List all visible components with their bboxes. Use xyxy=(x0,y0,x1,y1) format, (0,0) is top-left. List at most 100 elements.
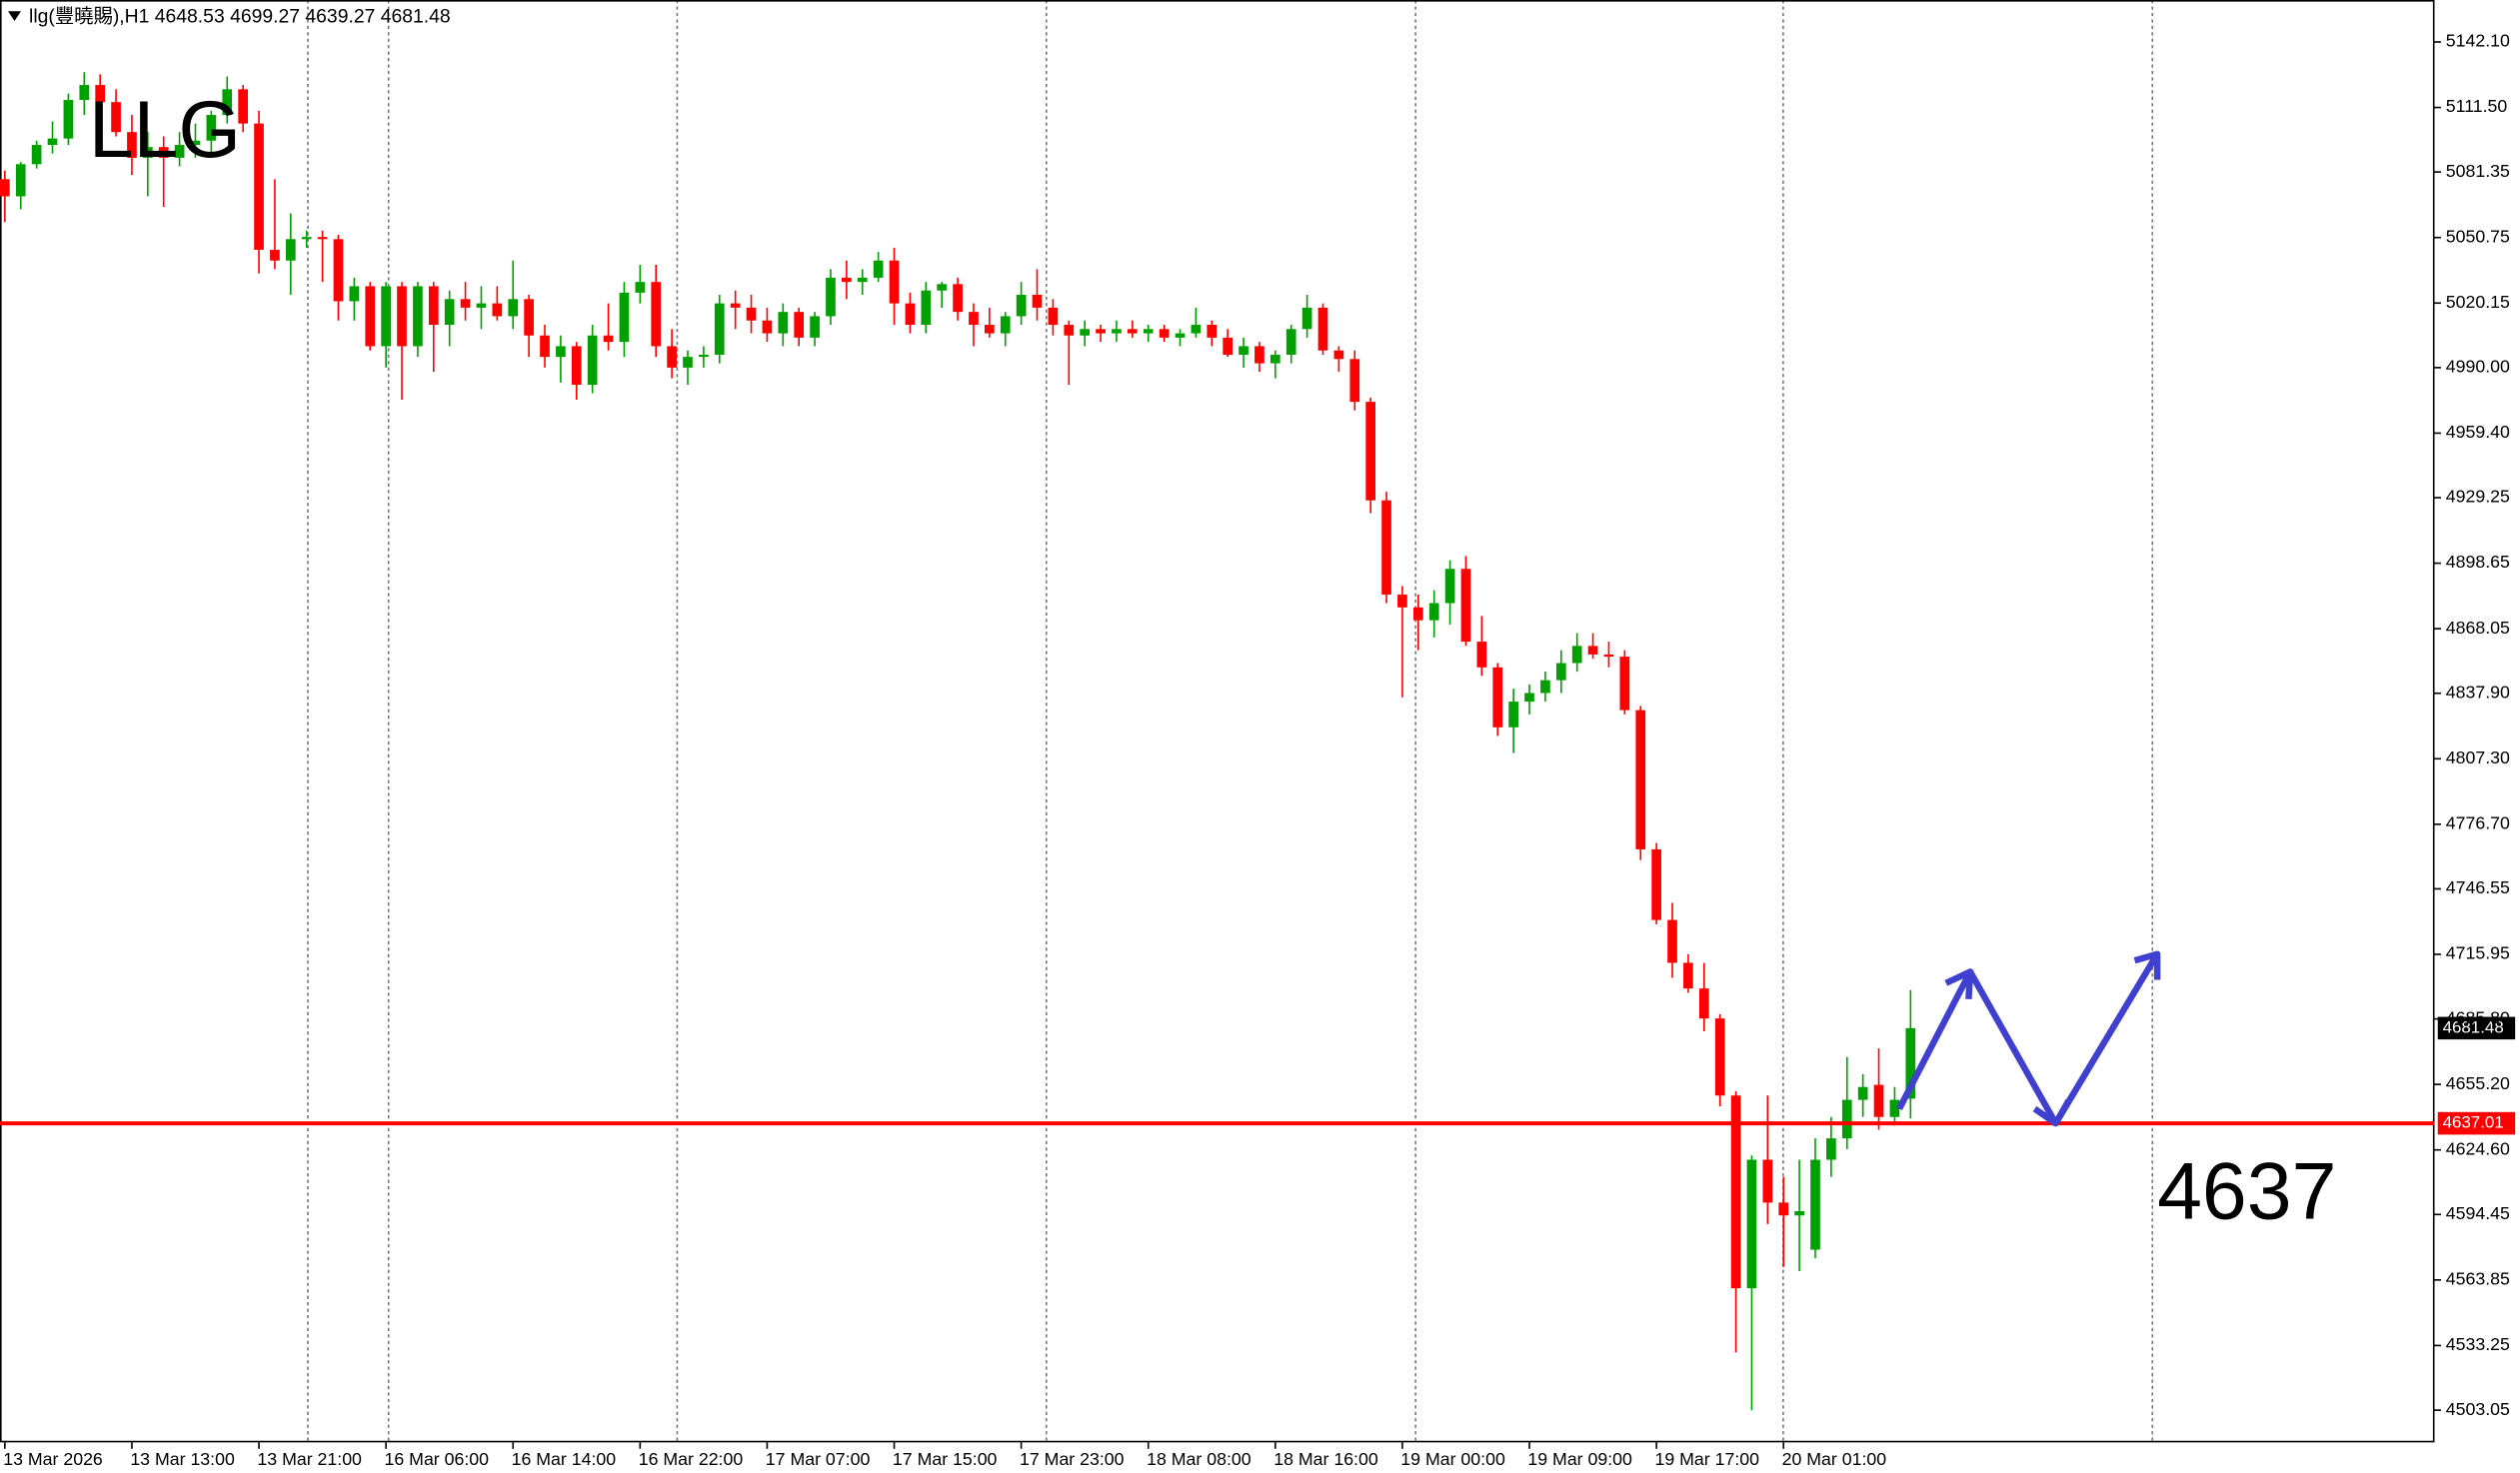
candle-body xyxy=(1873,1084,1884,1117)
y-tick-label: 4715.95 xyxy=(2446,943,2510,963)
price-label: 4681.48 xyxy=(2443,1017,2504,1036)
candle-body xyxy=(969,312,979,326)
candle-body xyxy=(1540,680,1550,694)
candle-body xyxy=(1381,500,1391,595)
candle-body xyxy=(635,282,646,293)
plot-frame xyxy=(0,0,2435,1443)
candle-body xyxy=(508,299,519,317)
candle-body xyxy=(1412,607,1423,621)
candle-body xyxy=(1746,1159,1757,1289)
candle-body xyxy=(571,346,582,385)
candle-body xyxy=(1175,333,1186,338)
candle-body xyxy=(111,102,121,133)
candle-body xyxy=(587,335,598,385)
candle-body xyxy=(540,335,550,358)
candle-body xyxy=(1810,1159,1820,1250)
candle-body xyxy=(985,325,995,334)
candle-body xyxy=(349,286,360,302)
candle-body xyxy=(937,284,948,291)
candle-body xyxy=(381,286,391,347)
candle-body xyxy=(1000,316,1011,334)
candle-body xyxy=(1255,346,1264,364)
candle-body xyxy=(1476,642,1487,668)
y-tick-label: 5081.35 xyxy=(2446,161,2510,181)
candle-body xyxy=(158,147,169,158)
candle-body xyxy=(524,299,534,336)
x-tick-label: 17 Mar 15:00 xyxy=(893,1449,998,1469)
candle-body xyxy=(1667,919,1677,963)
y-tick-label: 5142.10 xyxy=(2446,31,2510,51)
candle-body xyxy=(492,303,503,317)
candle-body xyxy=(1587,646,1598,655)
candle-body xyxy=(1714,1018,1725,1096)
x-tick-label: 16 Mar 14:00 xyxy=(512,1449,617,1469)
close: 4681.48 xyxy=(381,6,451,28)
candle-body xyxy=(444,299,455,326)
candle-body xyxy=(1698,988,1709,1019)
candle-body xyxy=(1269,355,1280,364)
candle-body xyxy=(826,277,836,317)
candle-body xyxy=(1349,359,1360,403)
y-tick-label: 4837.90 xyxy=(2446,682,2510,702)
candle-body xyxy=(730,303,741,308)
y-tick-label: 4898.65 xyxy=(2446,552,2510,572)
x-tick-label: 20 Mar 01:00 xyxy=(1782,1449,1887,1469)
candle-body xyxy=(1016,295,1027,317)
low: 4639.27 xyxy=(305,6,375,28)
x-tick-label: 13 Mar 21:00 xyxy=(257,1449,362,1469)
x-tick-label: 13 Mar 13:00 xyxy=(130,1449,235,1469)
y-tick-label: 4594.45 xyxy=(2446,1203,2510,1223)
candle-body xyxy=(95,85,106,103)
x-tick-label: 16 Mar 22:00 xyxy=(639,1449,744,1469)
open: 4648.53 xyxy=(155,6,225,28)
menu-triangle[interactable] xyxy=(8,11,21,21)
candle-body xyxy=(1492,667,1503,728)
y-tick-label: 5020.15 xyxy=(2446,292,2510,312)
candle-body xyxy=(619,292,630,343)
candle-body xyxy=(556,346,566,358)
y-tick-label: 4563.85 xyxy=(2446,1269,2510,1289)
level-label: 4637.01 xyxy=(2443,1113,2504,1132)
candle-body xyxy=(1571,646,1582,664)
candle-body xyxy=(1365,402,1375,501)
projection-arrows xyxy=(1896,950,2161,1127)
candle-body xyxy=(683,357,693,368)
candle-body xyxy=(1064,325,1075,336)
candle-body xyxy=(778,312,789,334)
candle-body xyxy=(1460,569,1471,643)
y-tick-label: 4655.20 xyxy=(2446,1073,2510,1093)
candle-body xyxy=(397,286,407,347)
candle-body xyxy=(47,138,58,146)
candle-body xyxy=(0,179,10,197)
candle-body xyxy=(714,303,725,356)
candle-body xyxy=(889,260,900,304)
candle-body xyxy=(603,335,614,343)
y-tick-label: 4868.05 xyxy=(2446,618,2510,638)
candle-body xyxy=(1048,307,1059,326)
candle-body xyxy=(1191,325,1202,334)
high: 4699.27 xyxy=(230,6,300,28)
candle-body xyxy=(810,316,820,338)
candle-body xyxy=(921,290,932,326)
candle-body xyxy=(206,115,217,141)
candle-body xyxy=(1143,329,1154,334)
x-tick-label: 17 Mar 07:00 xyxy=(766,1449,871,1469)
candle-body xyxy=(254,123,264,251)
candle-body xyxy=(762,320,773,334)
candle-body xyxy=(953,284,963,313)
candle-body xyxy=(1524,693,1534,703)
candle-body xyxy=(190,140,201,146)
candle-body xyxy=(857,277,868,283)
candle-body xyxy=(746,307,757,321)
y-tick-label: 4503.05 xyxy=(2446,1399,2510,1419)
annotation-level: 4637 xyxy=(2157,1147,2336,1237)
candle-body xyxy=(270,250,280,261)
candle-body xyxy=(1508,702,1518,728)
x-tick-label: 18 Mar 08:00 xyxy=(1147,1449,1252,1469)
candle-body xyxy=(1603,654,1614,658)
candle-body xyxy=(1317,307,1328,351)
candle-body xyxy=(460,299,471,308)
candle-body xyxy=(428,286,439,326)
candle-body xyxy=(699,355,709,358)
